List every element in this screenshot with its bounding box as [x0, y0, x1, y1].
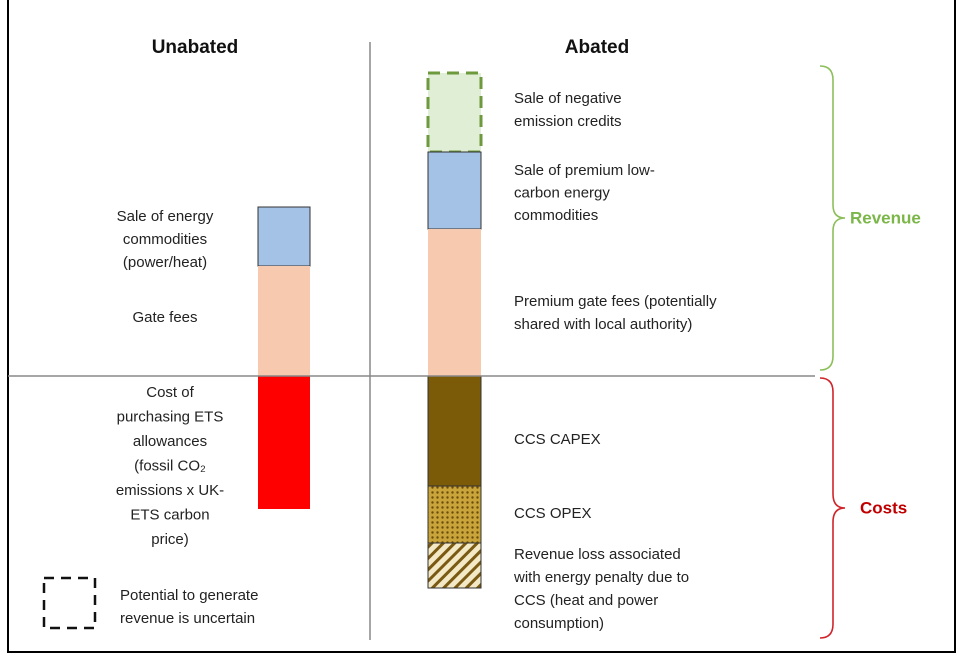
segment-gate-fees [258, 266, 310, 376]
legend-text: Potential to generate [120, 587, 258, 604]
segment-energy [257, 206, 311, 267]
label-line: Sale of negative [514, 90, 622, 107]
label-line: CCS CAPEX [514, 431, 601, 448]
segment-premium-energy [427, 151, 482, 230]
label-line: allowances [133, 433, 207, 450]
label-line: Sale of premium low- [514, 162, 655, 179]
revenue-label: Revenue [850, 208, 921, 227]
label-line: Gate fees [132, 309, 197, 326]
label-line: Revenue loss associated [514, 546, 681, 563]
segment-premium-gate [428, 229, 481, 376]
label-line: (fossil CO₂ [134, 457, 206, 474]
label-line: commodities [123, 231, 207, 248]
frame [7, 0, 956, 653]
header: Unabated [152, 37, 239, 58]
segment-ets-cost [258, 376, 310, 509]
label-line: ETS carbon [130, 506, 209, 523]
costs-label: Costs [860, 498, 907, 517]
label-line: emission credits [514, 113, 622, 130]
label-line: purchasing ETS [117, 408, 224, 425]
label-line: emissions x UK- [116, 482, 224, 499]
label-line: shared with local authority) [514, 316, 692, 333]
segment-opex [427, 485, 482, 544]
label-line: CCS (heat and power [514, 592, 658, 609]
label-line: Cost of [146, 384, 194, 401]
revenue-bracket [819, 65, 846, 371]
label-line: (power/heat) [123, 254, 207, 271]
label-line: carbon energy [514, 184, 610, 201]
legend-swatch [42, 576, 97, 630]
label-line: CCS OPEX [514, 505, 592, 522]
segment-energy-penalty [427, 542, 482, 589]
label-line: consumption) [514, 615, 604, 632]
label-line: Sale of energy [117, 208, 214, 225]
label-line: price) [151, 531, 189, 548]
label-line: Premium gate fees (potentially [514, 293, 717, 310]
header: Abated [565, 37, 629, 58]
costs-bracket [819, 377, 846, 639]
segment-capex [427, 375, 482, 487]
segment-negative-credits [426, 71, 483, 154]
label-line: with energy penalty due to [513, 569, 689, 586]
legend-text: revenue is uncertain [120, 610, 255, 627]
label-line: commodities [514, 207, 598, 224]
